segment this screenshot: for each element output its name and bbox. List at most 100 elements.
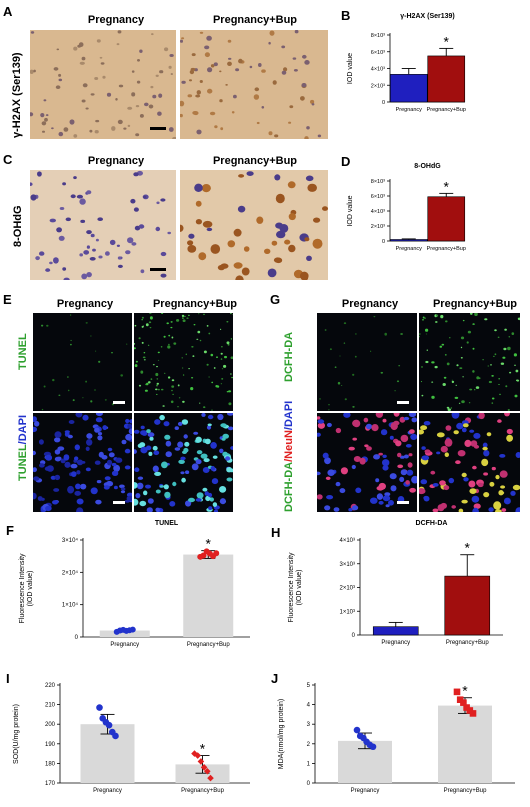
fluor-image-e-pregnancy-tunel <box>33 313 132 411</box>
x-tick-label: Pregnancy+Bup <box>187 642 231 648</box>
y-tick-label: 8×10³ <box>371 179 385 185</box>
x-tick-label: Pregnancy <box>110 642 139 648</box>
y-axis-label: IOD value <box>347 53 354 84</box>
y-tick-label: 8×10³ <box>371 33 385 39</box>
ihc-image-a-bup <box>180 30 328 139</box>
bar-pregnancy-bup <box>175 764 230 783</box>
fluorescence-texture <box>419 413 520 512</box>
neun-label-part: /NeuN <box>283 430 295 462</box>
y-tick-label: 2×10³ <box>339 586 355 592</box>
panel-a-col1-title: Pregnancy <box>87 14 145 26</box>
data-point <box>197 758 205 765</box>
chart-h: H DCFH-DA Fluorescence Intensity(IOD value… <box>271 520 503 646</box>
y-tick-label: 210 <box>45 703 56 709</box>
data-point <box>469 710 477 717</box>
significance-marker: * <box>200 741 206 757</box>
fluorescence-texture <box>419 313 520 411</box>
x-tick-label: Pregnancy <box>381 640 410 646</box>
y-tick-label: 3 <box>307 722 311 728</box>
chart-d: D 8-OHdG IOD value 0 2×10³ 4×10³ 6×10³ 8×10³ Pre… <box>341 154 466 252</box>
panel-g-row1-label: DCFH-DA <box>283 331 295 382</box>
fluorescence-texture <box>317 413 417 512</box>
bar-pregnancy <box>372 626 419 636</box>
panel-e-col2-title: Pregnancy+Bup <box>152 298 238 310</box>
fluorescence-texture <box>41 314 128 411</box>
ihc-image-c-bup <box>180 170 328 280</box>
panel-a-row-label: γ-H2AX (Ser139) <box>11 52 23 138</box>
y-tick-label: 4×10³ <box>339 538 355 544</box>
x-tick-label: Pregnancy <box>396 107 423 113</box>
x-tick-label: Pregnancy+Bup <box>181 788 225 794</box>
y-tick-label: 170 <box>45 781 56 787</box>
data-point <box>207 774 214 782</box>
dapi-label-part: /DAPI <box>17 414 29 445</box>
significance-marker: * <box>444 178 450 194</box>
panel-g-row2-label: DCFH-DA/NeuN/DAPI <box>283 401 295 512</box>
chart-i: I SOD(U/mg protein) 170 180 190 200 210 220 Preg… <box>6 671 250 794</box>
panel-letter: H <box>271 525 280 540</box>
panel-letter-e: E <box>3 292 12 307</box>
scale-bar <box>150 127 166 130</box>
bar-pregnancy-bup <box>438 705 492 783</box>
y-tick-label: 0 <box>382 100 385 106</box>
chart-title: TUNEL <box>155 520 179 527</box>
y-axis-label-line: (IOD value) <box>27 571 34 607</box>
panel-letter-g: G <box>270 292 281 307</box>
y-tick-label: 1×10³ <box>339 609 355 615</box>
y-tick-label: 0 <box>75 635 79 641</box>
panel-g-col2-title: Pregnancy+Bup <box>432 298 518 310</box>
data-point <box>369 743 377 751</box>
scale-bar <box>397 501 409 504</box>
y-tick-label: 0 <box>382 239 385 245</box>
y-axis-label-line: IOD value <box>347 195 354 226</box>
cell-nuclei-texture <box>30 170 171 280</box>
data-point <box>129 626 136 633</box>
y-tick-label: 2 <box>307 742 311 748</box>
bar-pregnancy <box>389 239 428 242</box>
y-tick-label: 6×10³ <box>371 50 385 56</box>
ihc-image-c-pregnancy <box>30 170 176 280</box>
data-point <box>460 699 467 706</box>
cell-nuclei-texture <box>180 171 328 280</box>
data-point <box>353 726 361 734</box>
y-tick-label: 3×10⁴ <box>62 537 79 544</box>
data-point <box>453 688 461 696</box>
dcfh-label-part: DCFH-DA <box>283 461 295 512</box>
panel-letter: B <box>341 8 350 23</box>
panel-letter-c: C <box>3 152 13 167</box>
y-axis-label-line: SOD(U/mg protein) <box>13 704 20 764</box>
panel-c-col1-title: Pregnancy <box>87 155 145 167</box>
fluorescence-texture <box>33 413 132 512</box>
bar-pregnancy <box>99 630 150 637</box>
panel-letter: D <box>341 154 350 169</box>
fluor-image-e-bup-merge <box>134 413 233 512</box>
x-tick-label: Pregnancy+Bup <box>427 246 466 252</box>
chart-f: F TUNEL Fluorescence Intensity(IOD value) 0… <box>6 520 250 648</box>
fluor-image-e-pregnancy-merge <box>33 413 132 512</box>
panel-a-col2-title: Pregnancy+Bup <box>212 14 298 26</box>
panel-g-col1-title: Pregnancy <box>341 298 399 310</box>
panel-letter: F <box>6 523 14 538</box>
y-tick-label: 0 <box>352 633 356 639</box>
y-tick-label: 3×10³ <box>339 562 355 568</box>
y-tick-label: 190 <box>45 742 56 748</box>
significance-marker: * <box>444 33 450 49</box>
panel-letter: J <box>271 671 278 686</box>
tunel-label-part: TUNEL <box>17 444 29 481</box>
x-tick-label: Pregnancy+Bup <box>444 788 488 794</box>
scale-bar <box>113 501 125 504</box>
x-tick-label: Pregnancy+Bup <box>427 107 466 113</box>
bar-pregnancy-bup <box>183 554 234 637</box>
fluor-image-e-bup-tunel <box>134 313 233 411</box>
significance-marker: * <box>465 540 471 556</box>
fluorescence-texture <box>134 313 233 411</box>
fluor-image-g-bup-dcfh <box>419 313 520 411</box>
panel-c-col2-title: Pregnancy+Bup <box>212 155 298 167</box>
bar-pregnancy <box>389 74 428 103</box>
fluor-image-g-bup-merge <box>419 413 520 512</box>
dapi-label-part: /DAPI <box>283 400 295 431</box>
y-tick-label: 1×10⁴ <box>62 602 79 609</box>
chart-j: J MDA(nmol/mg protein) 0 1 2 3 4 5 Pregnancy Preg… <box>271 671 515 794</box>
panel-letter: I <box>6 671 10 686</box>
